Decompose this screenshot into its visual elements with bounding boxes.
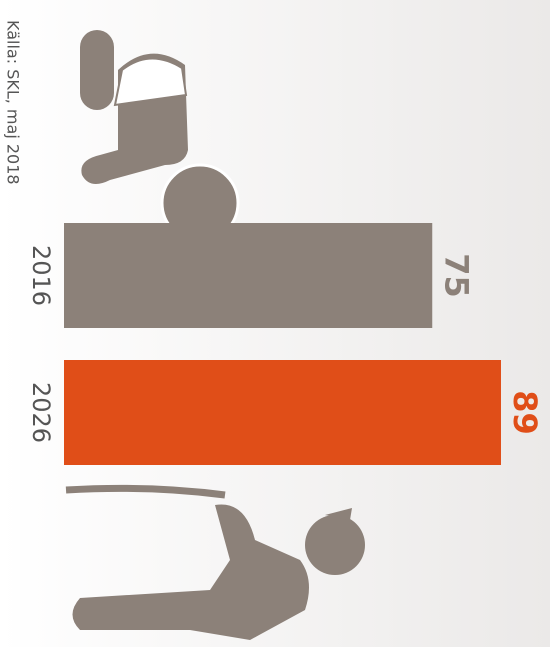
- value-label: 89: [506, 390, 544, 435]
- category-label: 2016: [27, 245, 55, 306]
- illustration-bottom: [65, 484, 365, 640]
- value-label: 75: [437, 253, 475, 298]
- bar: [64, 223, 433, 328]
- bar: [64, 360, 501, 465]
- category-label: 2026: [27, 382, 55, 443]
- source: Källa: SKL, maj 2018: [4, 20, 23, 185]
